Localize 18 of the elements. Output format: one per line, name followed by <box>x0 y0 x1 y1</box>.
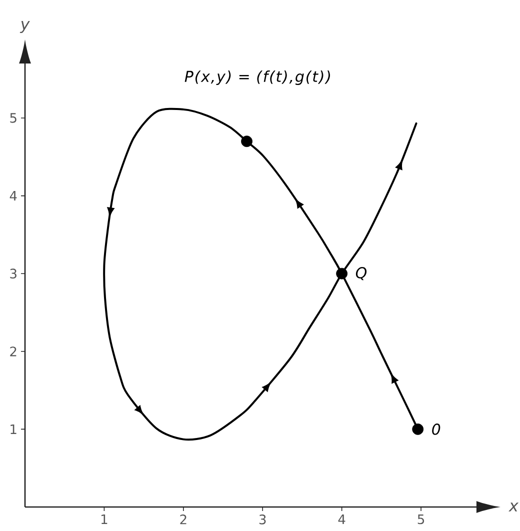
point <box>241 136 252 148</box>
y-tick-label: 1 <box>10 424 16 434</box>
y-tick-label: 4 <box>10 191 17 201</box>
y-tick-label: 2 <box>10 346 16 356</box>
x-tick-label: 4 <box>338 514 346 524</box>
point <box>336 268 348 280</box>
x-tick-label: 1 <box>101 514 108 524</box>
x-tick-label: 2 <box>180 514 186 524</box>
x-axis-title: x <box>508 502 519 512</box>
x-tick-label: 3 <box>259 514 266 524</box>
point <box>412 424 424 435</box>
y-axis-title: y <box>20 20 30 34</box>
y-tick-label: 5 <box>10 113 16 123</box>
x-tick-label: 5 <box>418 514 424 524</box>
y-tick-label: 3 <box>10 268 16 279</box>
annotation: 0 <box>432 424 440 435</box>
annotation: Q <box>356 267 367 280</box>
chart-title: P(x,y) = (f(t),g(t)) <box>184 70 330 85</box>
